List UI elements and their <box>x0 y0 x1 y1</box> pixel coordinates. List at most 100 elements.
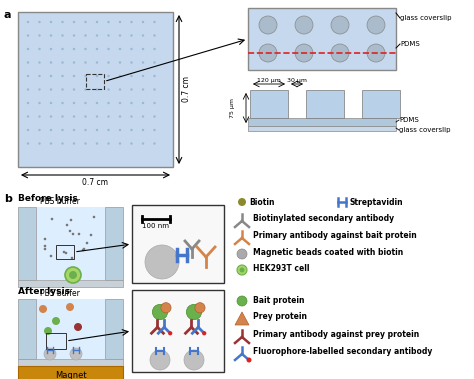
Circle shape <box>27 48 29 50</box>
Circle shape <box>27 34 29 37</box>
Circle shape <box>130 142 133 145</box>
Circle shape <box>153 75 155 77</box>
Circle shape <box>73 142 75 145</box>
Text: Fluorophore-labelled secondary antibody: Fluorophore-labelled secondary antibody <box>253 347 432 356</box>
Bar <box>18 299 36 359</box>
Circle shape <box>195 303 205 313</box>
Text: 30 μm: 30 μm <box>287 78 307 83</box>
Circle shape <box>73 34 75 37</box>
Circle shape <box>142 61 144 64</box>
Circle shape <box>27 88 29 91</box>
Circle shape <box>27 115 29 118</box>
Circle shape <box>61 21 64 23</box>
Circle shape <box>73 48 75 50</box>
Circle shape <box>84 75 87 77</box>
Bar <box>18 207 123 280</box>
Circle shape <box>61 48 64 50</box>
Circle shape <box>39 305 47 313</box>
Circle shape <box>61 88 64 91</box>
Text: b: b <box>4 194 12 204</box>
Circle shape <box>96 48 98 50</box>
Circle shape <box>130 102 133 104</box>
Circle shape <box>82 249 84 251</box>
Bar <box>105 299 123 359</box>
Circle shape <box>119 142 121 145</box>
Circle shape <box>153 102 155 104</box>
Circle shape <box>107 88 109 91</box>
Circle shape <box>237 296 247 306</box>
Circle shape <box>61 61 64 64</box>
Circle shape <box>50 129 52 131</box>
Circle shape <box>38 48 41 50</box>
Circle shape <box>73 102 75 104</box>
Text: HEK293T cell: HEK293T cell <box>253 264 310 273</box>
Text: 0.7 cm: 0.7 cm <box>182 77 191 102</box>
Circle shape <box>50 102 52 104</box>
Circle shape <box>130 21 133 23</box>
Circle shape <box>69 271 77 279</box>
Circle shape <box>82 248 85 250</box>
Bar <box>105 207 123 280</box>
Circle shape <box>66 224 68 226</box>
Circle shape <box>237 249 247 259</box>
Circle shape <box>44 245 46 247</box>
Text: PBS buffer: PBS buffer <box>40 197 80 206</box>
Bar <box>132 205 224 283</box>
Circle shape <box>96 61 98 64</box>
Circle shape <box>50 142 52 145</box>
Circle shape <box>93 216 95 218</box>
Circle shape <box>90 234 92 236</box>
Circle shape <box>69 230 71 232</box>
Text: glass coverslip: glass coverslip <box>400 15 452 21</box>
Circle shape <box>50 21 52 23</box>
Circle shape <box>107 115 109 118</box>
Circle shape <box>50 75 52 77</box>
Circle shape <box>130 88 133 91</box>
Circle shape <box>86 242 88 244</box>
Bar <box>56 245 74 259</box>
Circle shape <box>66 303 74 311</box>
Circle shape <box>96 21 98 23</box>
Circle shape <box>52 317 60 325</box>
Text: Bait protein: Bait protein <box>253 296 304 305</box>
Circle shape <box>119 102 121 104</box>
Text: glass coverslip: glass coverslip <box>399 127 450 133</box>
Circle shape <box>84 21 87 23</box>
Circle shape <box>153 61 155 64</box>
Circle shape <box>130 48 133 50</box>
Text: After lysis: After lysis <box>18 287 70 296</box>
Circle shape <box>73 75 75 77</box>
Bar <box>18 280 123 287</box>
Circle shape <box>119 75 121 77</box>
Circle shape <box>44 248 46 250</box>
Circle shape <box>38 21 41 23</box>
Circle shape <box>96 34 98 37</box>
Circle shape <box>78 233 80 235</box>
Bar <box>86 74 104 89</box>
Circle shape <box>107 61 109 64</box>
Circle shape <box>161 303 171 313</box>
Circle shape <box>84 115 87 118</box>
Text: PDMS: PDMS <box>400 41 420 47</box>
Circle shape <box>50 255 52 257</box>
Circle shape <box>367 44 385 62</box>
Circle shape <box>331 44 349 62</box>
Circle shape <box>119 129 121 131</box>
Circle shape <box>153 115 155 118</box>
Circle shape <box>295 44 313 62</box>
Bar <box>248 8 396 70</box>
Circle shape <box>107 142 109 145</box>
Circle shape <box>142 142 144 145</box>
Circle shape <box>142 115 144 118</box>
Text: 100 nm: 100 nm <box>143 223 170 229</box>
Circle shape <box>64 252 67 254</box>
Circle shape <box>96 115 98 118</box>
Circle shape <box>107 102 109 104</box>
Circle shape <box>184 350 204 370</box>
Circle shape <box>107 34 109 37</box>
Circle shape <box>84 48 87 50</box>
Circle shape <box>331 16 349 34</box>
Circle shape <box>130 34 133 37</box>
Circle shape <box>38 115 41 118</box>
Circle shape <box>259 16 277 34</box>
